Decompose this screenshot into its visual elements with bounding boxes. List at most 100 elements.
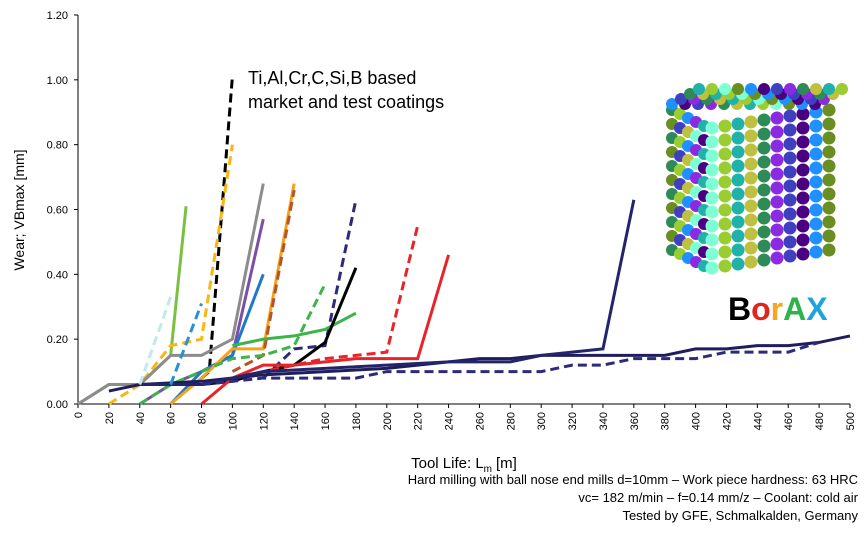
cube-sphere <box>796 177 810 191</box>
cube-sphere <box>705 261 719 275</box>
cube-sphere <box>744 213 758 227</box>
cube-sphere <box>770 195 784 209</box>
cube-sphere <box>796 233 810 247</box>
cube-sphere <box>744 241 758 255</box>
cube-sphere <box>770 111 784 125</box>
cube-sphere <box>731 201 745 215</box>
cube-sphere <box>757 183 771 197</box>
series-line <box>108 144 234 406</box>
series-line <box>138 296 173 386</box>
x-axis-label: Tool Life: Lm [m] <box>411 455 517 475</box>
cube-sphere <box>770 181 784 195</box>
cube-sphere <box>783 165 797 179</box>
cube-sphere <box>731 131 745 145</box>
x-tick-label: 460 <box>783 412 795 430</box>
x-label-sub: m <box>484 464 492 475</box>
cube-sphere <box>744 115 758 129</box>
cube-sphere <box>757 253 771 267</box>
cube-sphere <box>718 119 732 133</box>
cube-sphere <box>784 83 796 95</box>
cube-sphere <box>796 135 810 149</box>
cube-sphere <box>809 175 823 189</box>
cube-sphere <box>822 173 836 187</box>
cube-sphere <box>705 247 719 261</box>
cube-sphere <box>783 193 797 207</box>
cube-sphere <box>666 98 678 110</box>
cube-sphere <box>705 149 719 163</box>
cube-sphere <box>783 109 797 123</box>
brand-letter: o <box>751 291 771 327</box>
series-line <box>201 225 420 387</box>
cube-sphere <box>718 245 732 259</box>
cube-sphere <box>809 133 823 147</box>
cube-sphere <box>744 255 758 269</box>
cube-sphere <box>770 167 784 181</box>
x-tick-label: 320 <box>567 412 579 430</box>
x-tick-label: 140 <box>289 412 301 430</box>
x-tick-label: 20 <box>104 412 116 424</box>
cube-sphere <box>783 249 797 263</box>
cube-sphere <box>770 209 784 223</box>
cube-sphere <box>783 151 797 165</box>
footnote: vc= 182 m/min – f=0.14 mm/z – Coolant: c… <box>578 490 858 505</box>
cube-sphere <box>675 93 687 105</box>
cube-sphere <box>744 157 758 171</box>
x-tick-label: 40 <box>135 412 147 424</box>
y-tick-label: 1.20 <box>47 10 68 22</box>
cube-sphere <box>809 189 823 203</box>
cube-sphere <box>822 103 836 117</box>
cube-sphere <box>706 83 718 95</box>
x-tick-label: 160 <box>320 412 332 430</box>
cube-sphere <box>731 215 745 229</box>
x-tick-label: 400 <box>691 412 703 430</box>
cube-sphere <box>796 247 810 261</box>
cube-sphere <box>809 245 823 259</box>
series-line <box>108 334 851 393</box>
annotation: market and test coatings <box>248 92 444 112</box>
brand-letter: X <box>806 291 828 327</box>
footnote: Tested by GFE, Schmalkalden, Germany <box>622 508 858 523</box>
cube-sphere <box>731 187 745 201</box>
x-tick-label: 180 <box>351 412 363 430</box>
cube-sphere <box>770 153 784 167</box>
y-tick-label: 0.20 <box>47 334 68 346</box>
x-tick-label: 260 <box>474 412 486 430</box>
y-tick-label: 1.00 <box>47 75 68 87</box>
cube-sphere <box>684 88 696 100</box>
cube-sphere <box>822 215 836 229</box>
y-axis-label: Wear; VBmax [mm] <box>11 149 27 270</box>
x-tick-label: 280 <box>505 412 517 430</box>
cube-sphere <box>744 199 758 213</box>
cube-sphere <box>796 149 810 163</box>
cube-sphere <box>783 221 797 235</box>
x-label-unit: [m] <box>496 455 517 472</box>
cube-sphere <box>744 227 758 241</box>
series-line <box>201 340 820 387</box>
cube-sphere <box>809 147 823 161</box>
series-line <box>232 311 357 348</box>
cube-sphere <box>809 231 823 245</box>
cube-sphere <box>744 129 758 143</box>
cube-sphere <box>770 125 784 139</box>
cube-sphere <box>783 137 797 151</box>
cube-sphere <box>732 83 744 95</box>
x-tick-label: 60 <box>166 412 178 424</box>
series-line <box>169 302 203 386</box>
brand-letter: r <box>771 291 783 327</box>
y-tick-label: 0.60 <box>47 205 68 217</box>
cube-sphere <box>757 127 771 141</box>
cube-sphere <box>810 83 822 95</box>
cube-sphere <box>783 123 797 137</box>
cube-sphere <box>731 173 745 187</box>
cube-sphere <box>796 205 810 219</box>
x-tick-label: 220 <box>413 412 425 430</box>
cube-sphere <box>718 161 732 175</box>
cube-sphere <box>757 155 771 169</box>
cube-sphere <box>705 219 719 233</box>
cube-sphere <box>718 133 732 147</box>
cube-sphere <box>796 191 810 205</box>
cube-sphere <box>770 237 784 251</box>
y-tick-label: 0.40 <box>47 269 68 281</box>
cube-sphere <box>718 259 732 273</box>
cube-sphere <box>757 211 771 225</box>
